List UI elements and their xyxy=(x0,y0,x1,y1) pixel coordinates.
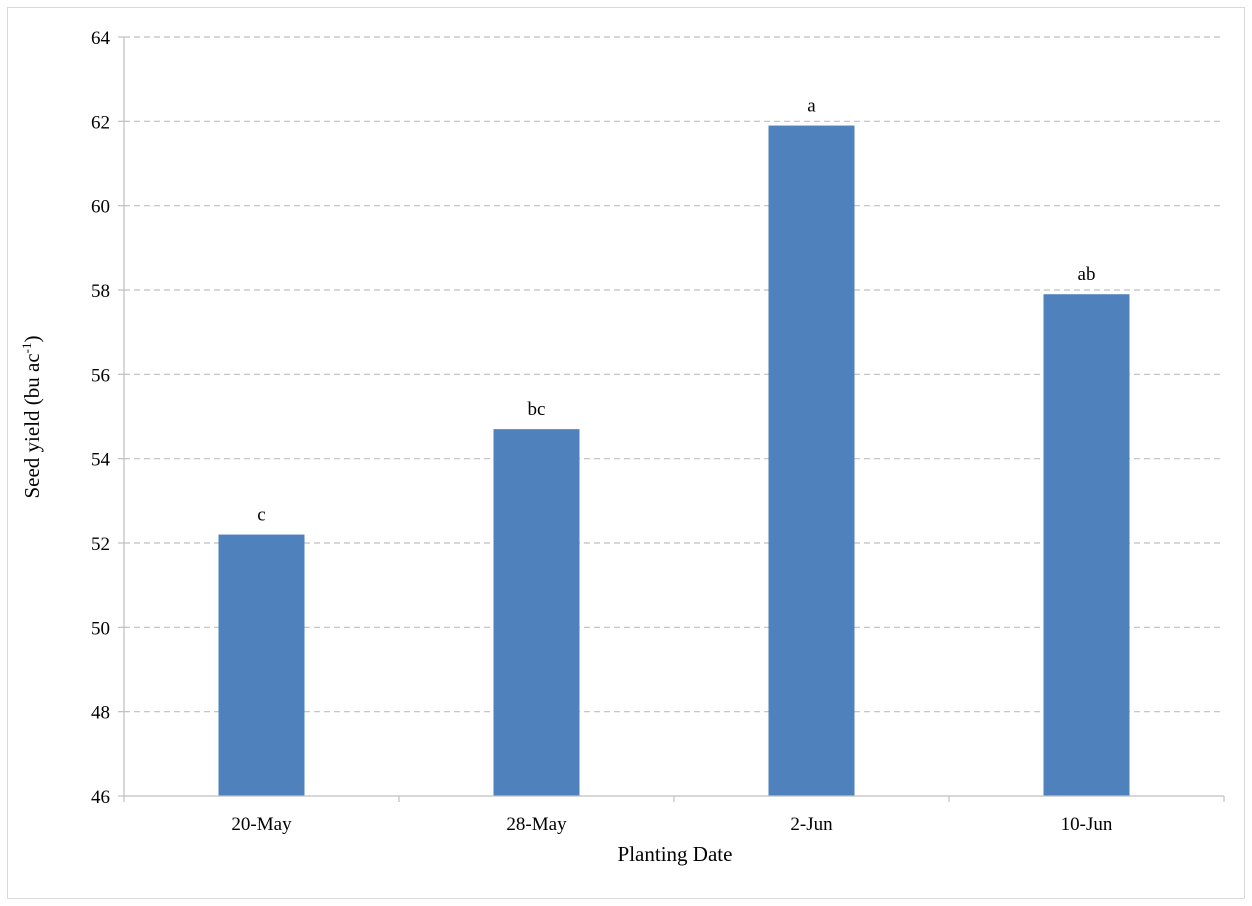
y-axis-title-main: Seed yield (bu ac xyxy=(20,353,44,498)
x-tick-label: 10-Jun xyxy=(1061,814,1113,835)
bar-20-May xyxy=(218,534,305,796)
data-label: a xyxy=(807,96,816,117)
y-tick-label: 48 xyxy=(91,703,110,724)
y-tick-label: 64 xyxy=(91,28,111,49)
gridlines xyxy=(124,36,1224,713)
y-tick-label: 62 xyxy=(91,112,110,133)
y-tick-label: 54 xyxy=(91,450,111,471)
y-tick-label: 52 xyxy=(91,534,110,555)
bar-10-Jun xyxy=(1043,294,1130,796)
y-tick-label: 58 xyxy=(91,281,110,302)
y-axis-title-superscript: -1 xyxy=(19,342,34,353)
y-tick-label: 60 xyxy=(91,197,110,218)
data-label: ab xyxy=(1078,264,1096,285)
x-tick-label: 2-Jun xyxy=(790,814,833,835)
y-axis-title-close: ) xyxy=(20,335,44,342)
y-tick-label: 46 xyxy=(91,787,110,808)
axes xyxy=(118,36,1225,802)
bars xyxy=(218,125,1130,797)
data-label: c xyxy=(257,505,265,526)
x-tick-label: 20-May xyxy=(231,814,292,835)
bar-28-May xyxy=(493,429,580,796)
chart-frame xyxy=(7,7,1245,899)
bar-2-Jun xyxy=(768,125,855,797)
x-axis-title: Planting Date xyxy=(618,842,733,866)
data-label: bc xyxy=(528,399,546,420)
x-tick-label: 28-May xyxy=(506,814,567,835)
y-tick-label: 50 xyxy=(91,618,110,639)
y-axis-title: Seed yield (bu ac-1) xyxy=(19,335,44,498)
labels: 46 48 50 52 54 56 58 60 62 64 c 20-May bc 28-May a 2-Ju… xyxy=(91,28,1113,835)
y-tick-label: 56 xyxy=(91,365,110,386)
